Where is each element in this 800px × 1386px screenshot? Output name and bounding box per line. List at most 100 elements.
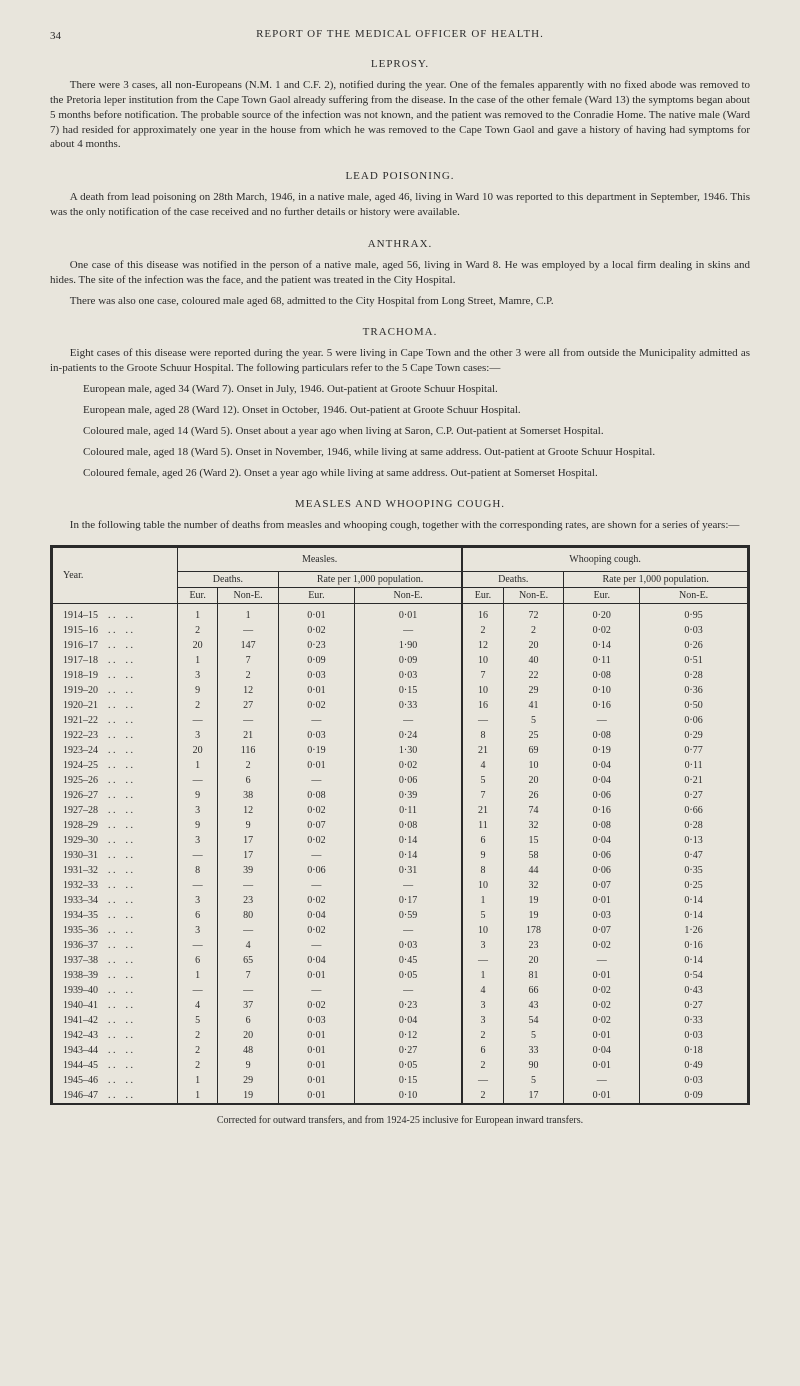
cell-value: 37 <box>218 998 279 1013</box>
table-row: 1915–16 . . . .2—0·02—220·020·03 <box>52 623 749 638</box>
measles-whooping-table: Year. Measles. Whooping cough. Deaths. R… <box>50 545 750 1105</box>
cell-value: 0·01 <box>564 1028 640 1043</box>
cell-value: 8 <box>462 863 503 878</box>
cell-value: 0·28 <box>640 668 749 683</box>
table-row: 1929–30 . . . .3170·020·146150·040·13 <box>52 833 749 848</box>
cell-value: — <box>278 848 354 863</box>
cell-value: 5 <box>503 713 564 728</box>
table-row: 1924–25 . . . .120·010·024100·040·11 <box>52 758 749 773</box>
table-row: 1925–26 . . . .—6—0·065200·040·21 <box>52 773 749 788</box>
cell-value: 23 <box>218 893 279 908</box>
table-row: 1923–24 . . . .201160·191·3021690·190·77 <box>52 743 749 758</box>
cell-value: 21 <box>218 728 279 743</box>
cell-value: 0·31 <box>354 863 462 878</box>
th-w-d-none: Non-E. <box>503 588 564 604</box>
cell-value: 10 <box>462 683 503 698</box>
cell-value: 1 <box>178 653 218 668</box>
cell-value: 0·24 <box>354 728 462 743</box>
cell-value: 0·13 <box>640 833 749 848</box>
cell-value: 9 <box>218 1058 279 1073</box>
cell-value: 1 <box>178 1088 218 1104</box>
cell-year: 1919–20 . . . . <box>52 683 178 698</box>
cell-value: 0·02 <box>564 983 640 998</box>
cell-value: 0·03 <box>354 668 462 683</box>
cell-value: 0·27 <box>640 998 749 1013</box>
cell-value: 3 <box>178 833 218 848</box>
cell-value: 0·15 <box>354 683 462 698</box>
cell-value: — <box>564 713 640 728</box>
cell-value: 0·11 <box>354 803 462 818</box>
cell-value: 33 <box>503 1043 564 1058</box>
cell-value: 5 <box>503 1073 564 1088</box>
th-measles: Measles. <box>178 547 463 572</box>
cell-value: 16 <box>462 604 503 624</box>
cell-value: 0·09 <box>640 1088 749 1104</box>
cell-value: 32 <box>503 878 564 893</box>
cell-value: 0·02 <box>354 758 462 773</box>
th-w-d-eur: Eur. <box>462 588 503 604</box>
cell-value: 10 <box>503 758 564 773</box>
cell-value: 1 <box>178 758 218 773</box>
cell-value: 90 <box>503 1058 564 1073</box>
cell-year: 1916–17 . . . . <box>52 638 178 653</box>
measles-intro: In the following table the number of dea… <box>50 518 750 533</box>
cell-value: — <box>354 923 462 938</box>
cell-value: 6 <box>462 1043 503 1058</box>
cell-value: 0·03 <box>640 623 749 638</box>
cell-value: — <box>218 713 279 728</box>
cell-value: — <box>462 713 503 728</box>
th-year: Year. <box>52 547 178 604</box>
anthrax-p2: There was also one case, coloured male a… <box>50 294 750 309</box>
cell-year: 1936–37 . . . . <box>52 938 178 953</box>
cell-value: 0·11 <box>640 758 749 773</box>
cell-value: 44 <box>503 863 564 878</box>
cell-year: 1941–42 . . . . <box>52 1013 178 1028</box>
cell-value: 0·50 <box>640 698 749 713</box>
cell-value: 0·15 <box>354 1073 462 1088</box>
cell-value: 0·07 <box>564 923 640 938</box>
cell-value: 3 <box>462 1013 503 1028</box>
cell-value: — <box>218 878 279 893</box>
cell-value: 2 <box>178 1028 218 1043</box>
cell-value: 0·04 <box>278 908 354 923</box>
cell-value: 0·06 <box>564 863 640 878</box>
cell-value: 9 <box>462 848 503 863</box>
cell-value: 0·10 <box>564 683 640 698</box>
trachoma-item-1: European male, aged 28 (Ward 12). Onset … <box>105 403 750 418</box>
table-row: 1938–39 . . . .170·010·051810·010·54 <box>52 968 749 983</box>
cell-year: 1927–28 . . . . <box>52 803 178 818</box>
cell-year: 1937–38 . . . . <box>52 953 178 968</box>
cell-value: 4 <box>218 938 279 953</box>
table-row: 1933–34 . . . .3230·020·171190·010·14 <box>52 893 749 908</box>
cell-value: 9 <box>178 818 218 833</box>
cell-year: 1940–41 . . . . <box>52 998 178 1013</box>
cell-year: 1946–47 . . . . <box>52 1088 178 1104</box>
cell-value: 1·30 <box>354 743 462 758</box>
trachoma-item-4: Coloured female, aged 26 (Ward 2). Onset… <box>105 466 750 481</box>
cell-year: 1931–32 . . . . <box>52 863 178 878</box>
cell-value: 3 <box>178 893 218 908</box>
cell-value: 0·08 <box>354 818 462 833</box>
cell-year: 1918–19 . . . . <box>52 668 178 683</box>
cell-year: 1929–30 . . . . <box>52 833 178 848</box>
cell-value: — <box>354 878 462 893</box>
cell-value: 0·19 <box>564 743 640 758</box>
cell-value: 7 <box>462 788 503 803</box>
cell-year: 1945–46 . . . . <box>52 1073 178 1088</box>
cell-year: 1933–34 . . . . <box>52 893 178 908</box>
cell-value: 80 <box>218 908 279 923</box>
cell-value: 25 <box>503 728 564 743</box>
th-m-deaths: Deaths. <box>178 572 279 588</box>
cell-value: 6 <box>178 953 218 968</box>
cell-value: 0·07 <box>564 878 640 893</box>
cell-value: 0·14 <box>640 908 749 923</box>
cell-value: 1 <box>462 893 503 908</box>
section-title-lead: LEAD POISONING. <box>50 170 750 182</box>
cell-value: 0·05 <box>354 968 462 983</box>
table-row: 1930–31 . . . .—17—0·149580·060·47 <box>52 848 749 863</box>
cell-value: 20 <box>178 638 218 653</box>
cell-value: 2 <box>218 758 279 773</box>
cell-value: 0·14 <box>354 848 462 863</box>
cell-value: 0·35 <box>640 863 749 878</box>
cell-year: 1925–26 . . . . <box>52 773 178 788</box>
